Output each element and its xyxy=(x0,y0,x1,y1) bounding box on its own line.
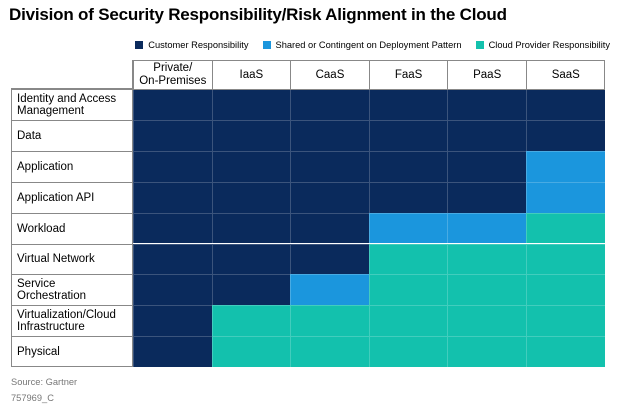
matrix-cell xyxy=(133,89,212,120)
responsibility-matrix: Private/ On-Premises IaaS CaaS FaaS PaaS SaaS… xyxy=(11,60,605,368)
matrix-cell xyxy=(211,274,291,306)
column-header-caas: CaaS xyxy=(290,60,369,89)
matrix-cell xyxy=(211,243,291,275)
matrix-cell xyxy=(290,89,369,120)
matrix-cell xyxy=(526,89,605,120)
matrix-cell xyxy=(290,181,369,213)
row-label-application-api: Application API xyxy=(11,181,133,213)
matrix-cell xyxy=(368,150,448,182)
row-label-service-orchestration: Service Orchestration xyxy=(11,274,133,306)
matrix-cell xyxy=(526,336,605,368)
matrix-cell xyxy=(133,305,212,337)
matrix-cell xyxy=(526,181,605,213)
legend-swatch-shared xyxy=(262,41,271,49)
column-header-private-on-premises: Private/ On-Premises xyxy=(133,60,212,89)
row-label-data: Data xyxy=(11,119,133,151)
matrix-cell xyxy=(368,212,448,244)
matrix-cell xyxy=(526,243,605,275)
matrix-cell xyxy=(211,336,291,368)
row-label-physical: Physical xyxy=(11,336,133,368)
matrix-cell xyxy=(211,150,291,182)
matrix-cell xyxy=(211,212,291,244)
matrix-corner xyxy=(11,60,133,89)
chart-title: Division of Security Responsibility/Risk… xyxy=(9,5,507,24)
matrix-cell xyxy=(526,119,605,151)
matrix-cell xyxy=(447,181,526,213)
legend-item-provider: Cloud Provider Responsibility xyxy=(475,38,610,52)
matrix-cell xyxy=(133,119,212,151)
matrix-cell xyxy=(133,181,212,213)
matrix-cell xyxy=(368,89,448,120)
matrix-cell xyxy=(133,212,212,244)
matrix-cell xyxy=(526,305,605,337)
matrix-cell xyxy=(133,336,212,368)
matrix-cell xyxy=(133,150,212,182)
row-label-virtualization-cloud-infrastructure: Virtualization/Cloud Infrastructure xyxy=(11,305,133,337)
row-label-application: Application xyxy=(11,150,133,182)
source-note: Source: Gartner xyxy=(11,377,78,387)
matrix-cell xyxy=(290,212,369,244)
matrix-cell xyxy=(447,336,526,368)
matrix-cell xyxy=(447,212,526,244)
legend-label-customer: Customer Responsibility xyxy=(148,40,249,50)
matrix-cell xyxy=(211,305,291,337)
matrix-cell xyxy=(368,243,448,275)
matrix-cell xyxy=(133,274,212,306)
matrix-cell xyxy=(368,181,448,213)
legend-swatch-provider xyxy=(475,41,484,49)
matrix-cell xyxy=(526,274,605,306)
figure-code: 757969_C xyxy=(11,393,54,403)
legend: Customer Responsibility Shared or Contin… xyxy=(130,38,610,52)
column-header-saas: SaaS xyxy=(526,60,605,89)
matrix-cell xyxy=(368,336,448,368)
matrix-cell xyxy=(290,119,369,151)
legend-label-shared: Shared or Contingent on Deployment Patte… xyxy=(275,40,462,50)
matrix-cell xyxy=(211,89,291,120)
matrix-cell xyxy=(368,305,448,337)
column-header-iaas: IaaS xyxy=(211,60,291,89)
legend-item-customer: Customer Responsibility xyxy=(135,38,249,52)
matrix-cell xyxy=(447,305,526,337)
matrix-cell xyxy=(211,181,291,213)
matrix-cell xyxy=(133,243,212,275)
legend-swatch-customer xyxy=(135,41,144,49)
row-label-virtual-network: Virtual Network xyxy=(11,243,133,275)
matrix-cell xyxy=(290,274,369,306)
matrix-cell xyxy=(447,243,526,275)
matrix-cell xyxy=(368,274,448,306)
matrix-cell xyxy=(290,243,369,275)
row-label-identity-and-access-management: Identity and Access Management xyxy=(11,89,133,120)
matrix-cell xyxy=(211,119,291,151)
legend-label-provider: Cloud Provider Responsibility xyxy=(488,40,610,50)
column-header-faas: FaaS xyxy=(368,60,448,89)
matrix-cell xyxy=(447,119,526,151)
matrix-cell xyxy=(368,119,448,151)
matrix-cell xyxy=(447,274,526,306)
matrix-cell xyxy=(447,150,526,182)
matrix-cell xyxy=(290,305,369,337)
row-label-workload: Workload xyxy=(11,212,133,244)
matrix-cell xyxy=(447,89,526,120)
matrix-cell xyxy=(526,212,605,244)
legend-item-shared: Shared or Contingent on Deployment Patte… xyxy=(262,38,462,52)
column-header-paas: PaaS xyxy=(447,60,526,89)
matrix-cell xyxy=(526,150,605,182)
matrix-cell xyxy=(290,336,369,368)
matrix-cell xyxy=(290,150,369,182)
